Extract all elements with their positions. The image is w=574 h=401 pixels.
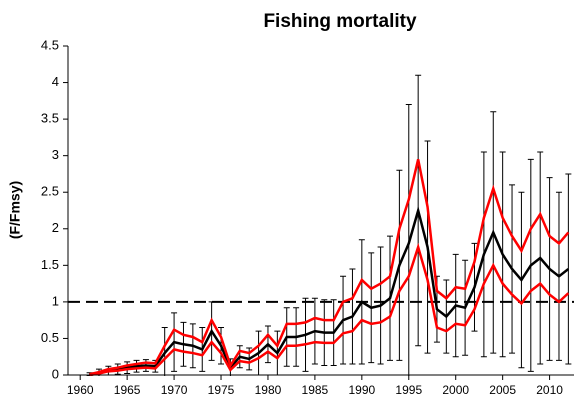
y-tick-label: 0 [52, 366, 59, 381]
x-tick-label: 2010 [536, 383, 563, 397]
x-tick-label: 1985 [302, 383, 329, 397]
y-tick-label: 3.5 [41, 111, 59, 126]
y-tick-label: 2 [52, 220, 59, 235]
series-line [89, 205, 570, 376]
y-tick-label: 1.5 [41, 257, 59, 272]
x-tick-label: 1960 [67, 383, 94, 397]
x-tick-label: 2005 [489, 383, 516, 397]
y-tick-label: 1 [52, 293, 59, 308]
y-tick-label: 4 [52, 74, 59, 89]
x-tick-label: 1990 [348, 383, 375, 397]
plot-area [68, 74, 574, 376]
y-tick-label: 4.5 [41, 37, 59, 52]
y-axis-label: (F/Fmsy) [7, 181, 23, 239]
x-tick-label: 1965 [114, 383, 141, 397]
y-tick-label: 0.5 [41, 330, 59, 345]
x-tick-label: 1975 [208, 383, 235, 397]
y-tick-label: 3 [52, 147, 59, 162]
x-tick-label: 1995 [395, 383, 422, 397]
series-line [89, 242, 570, 376]
chart-title: Fishing mortality [263, 11, 417, 32]
x-tick-label: 2000 [442, 383, 469, 397]
series-line [89, 159, 570, 376]
x-tick-label: 1970 [161, 383, 188, 397]
x-tick-label: 1980 [255, 383, 282, 397]
y-tick-label: 2.5 [41, 184, 59, 199]
